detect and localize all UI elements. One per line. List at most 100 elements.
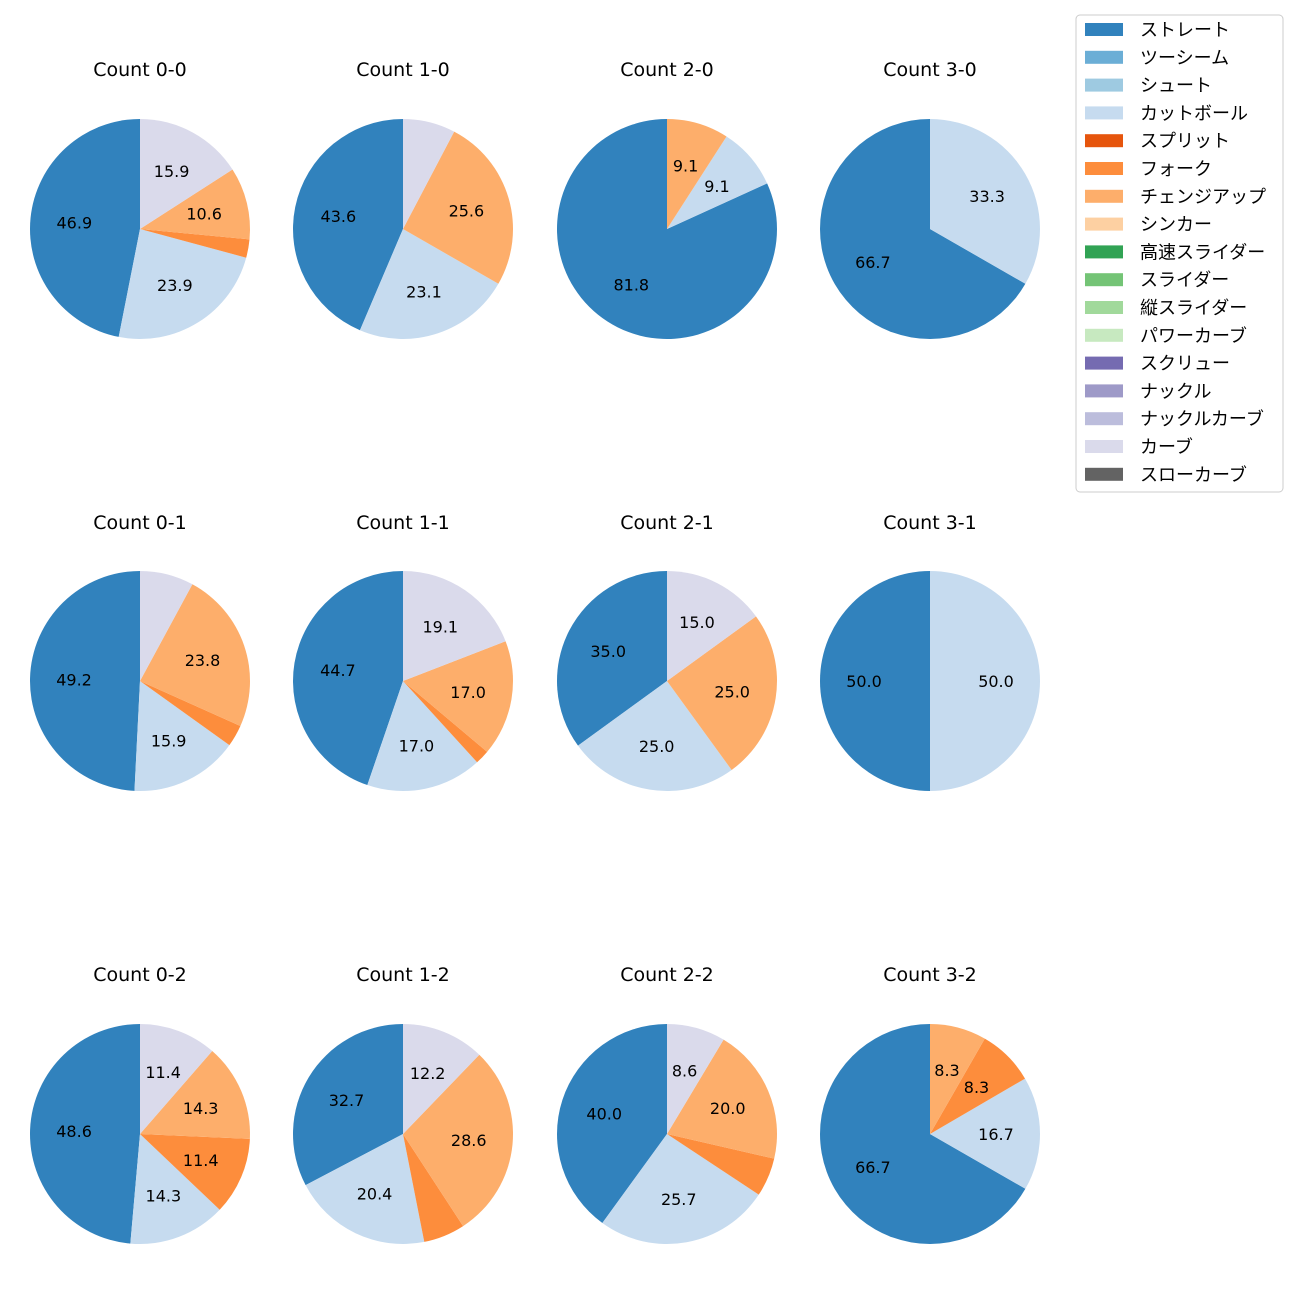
- legend-label: 高速スライダー: [1140, 242, 1265, 263]
- slice-カットボール: [578, 681, 732, 792]
- slice-label: 28.6: [451, 1131, 487, 1150]
- slice-label: 23.1: [406, 283, 442, 302]
- slice-label: 44.7: [320, 661, 356, 680]
- slice-カットボール: [930, 1078, 1040, 1189]
- pie-title: Count 3-1: [883, 512, 977, 534]
- slice-label: 48.6: [56, 1122, 92, 1141]
- slice-ストレート: [556, 119, 777, 339]
- slice-label: 49.2: [56, 670, 92, 689]
- legend-label: カットボール: [1140, 103, 1248, 124]
- pie-5: Count 0-1 49.2 15.9 23.8: [30, 512, 251, 791]
- slice-フォーク: [667, 1134, 775, 1195]
- slice-カーブ: [403, 1024, 480, 1134]
- slice-label: 50.0: [846, 672, 882, 691]
- slice-フォーク: [403, 681, 488, 763]
- legend-swatch: [1085, 273, 1123, 287]
- slice-フォーク: [403, 1134, 464, 1242]
- slice-カットボール: [930, 119, 1040, 284]
- legend-label: カーブ: [1140, 436, 1193, 458]
- slice-label: 8.3: [934, 1061, 959, 1080]
- pie-11: Count 2-2 40.0 25.7 20.0 8.6: [557, 964, 777, 1244]
- slice-チェンジアップ: [667, 616, 777, 770]
- legend-swatch: [1085, 245, 1123, 259]
- legend-label: チェンジアップ: [1140, 187, 1266, 208]
- pie-title: Count 2-0: [620, 59, 714, 81]
- slice-label: 15.9: [151, 731, 187, 750]
- slice-チェンジアップ: [667, 1039, 777, 1159]
- slice-カーブ: [667, 571, 756, 681]
- slice-チェンジアップ: [667, 119, 727, 229]
- legend-swatch: [1085, 301, 1123, 314]
- slice-カーブ: [403, 119, 455, 229]
- legend-swatch: [1085, 106, 1123, 120]
- slice-カーブ: [140, 1024, 213, 1134]
- pie-8: Count 3-1 50.0 50.0: [820, 512, 1040, 791]
- legend-item: カーブ: [1085, 436, 1193, 458]
- slice-label: 32.7: [329, 1091, 365, 1110]
- pie-title: Count 1-2: [356, 964, 450, 986]
- slice-label: 9.1: [673, 157, 698, 176]
- legend-swatch: [1085, 467, 1123, 481]
- slice-カットボール: [367, 681, 478, 791]
- legend-label: スライダー: [1140, 270, 1229, 291]
- legend-swatch: [1085, 23, 1123, 36]
- legend-item: スローカーブ: [1085, 464, 1247, 486]
- pie-title: Count 0-0: [93, 59, 187, 81]
- slice-label: 19.1: [422, 618, 458, 637]
- pie-title: Count 1-0: [356, 59, 450, 81]
- slice-label: 11.4: [145, 1063, 181, 1082]
- slice-label: 25.7: [661, 1190, 697, 1209]
- legend-label: スプリット: [1140, 131, 1230, 152]
- pie-7: Count 2-1 35.0 25.0 25.0 15.0: [557, 512, 777, 792]
- slice-チェンジアップ: [930, 1024, 985, 1134]
- legend-item: ツーシーム: [1085, 48, 1229, 69]
- pie-title: Count 0-2: [93, 964, 187, 986]
- pie-title: Count 3-2: [883, 964, 977, 986]
- slice-label: 43.6: [321, 207, 357, 226]
- pie-title: Count 3-0: [883, 59, 977, 81]
- pie-4: Count 3-0 66.7 33.3: [819, 59, 1040, 339]
- pie-title: Count 2-1: [620, 512, 714, 534]
- legend-frame: [1075, 14, 1284, 493]
- slice-label: 12.2: [410, 1064, 446, 1083]
- legend-label: パワーカーブ: [1140, 325, 1247, 347]
- legend-item: パワーカーブ: [1085, 325, 1247, 347]
- slice-カーブ: [140, 571, 193, 681]
- slice-label: 14.3: [183, 1099, 219, 1118]
- legend-swatch: [1085, 384, 1123, 398]
- slice-label: 17.0: [399, 737, 435, 756]
- slice-カーブ: [140, 119, 233, 229]
- slice-label: 25.6: [449, 202, 485, 221]
- legend-swatch: [1085, 328, 1123, 342]
- legend-swatch: [1085, 134, 1123, 148]
- legend-item: 高速スライダー: [1085, 242, 1265, 263]
- slice-カットボール: [359, 229, 499, 339]
- slice-フォーク: [140, 1134, 250, 1210]
- legend-swatch: [1085, 50, 1123, 64]
- pie-title: Count 1-1: [356, 512, 450, 534]
- legend-swatch: [1085, 412, 1123, 426]
- legend-label: シュート: [1140, 76, 1212, 97]
- legend-swatch: [1085, 162, 1123, 175]
- legend-item: ナックルカーブ: [1085, 408, 1264, 430]
- slice-ストレート: [29, 1024, 141, 1244]
- slice-チェンジアップ: [403, 131, 513, 284]
- slice-label: 9.1: [704, 177, 729, 196]
- legend-item: ナックル: [1085, 381, 1211, 402]
- legend-swatch: [1085, 78, 1123, 92]
- slice-label: 16.7: [978, 1125, 1014, 1144]
- legend-item: スプリット: [1085, 131, 1230, 152]
- slice-チェンジアップ: [140, 584, 251, 726]
- slice-ストレート: [293, 571, 403, 786]
- slice-カーブ: [667, 1024, 724, 1134]
- pie-12: Count 3-2 66.7 16.7 8.3 8.3: [820, 964, 1040, 1244]
- slice-label: 50.0: [978, 672, 1014, 691]
- legend-item: フォーク: [1085, 159, 1212, 180]
- slice-label: 25.0: [714, 682, 750, 701]
- slice-label: 10.6: [186, 204, 222, 223]
- legend-item: スライダー: [1085, 270, 1229, 291]
- slice-label: 66.7: [855, 253, 891, 272]
- legend-swatch: [1085, 217, 1123, 231]
- slice-label: 33.3: [969, 187, 1005, 206]
- slice-label: 20.4: [357, 1185, 393, 1204]
